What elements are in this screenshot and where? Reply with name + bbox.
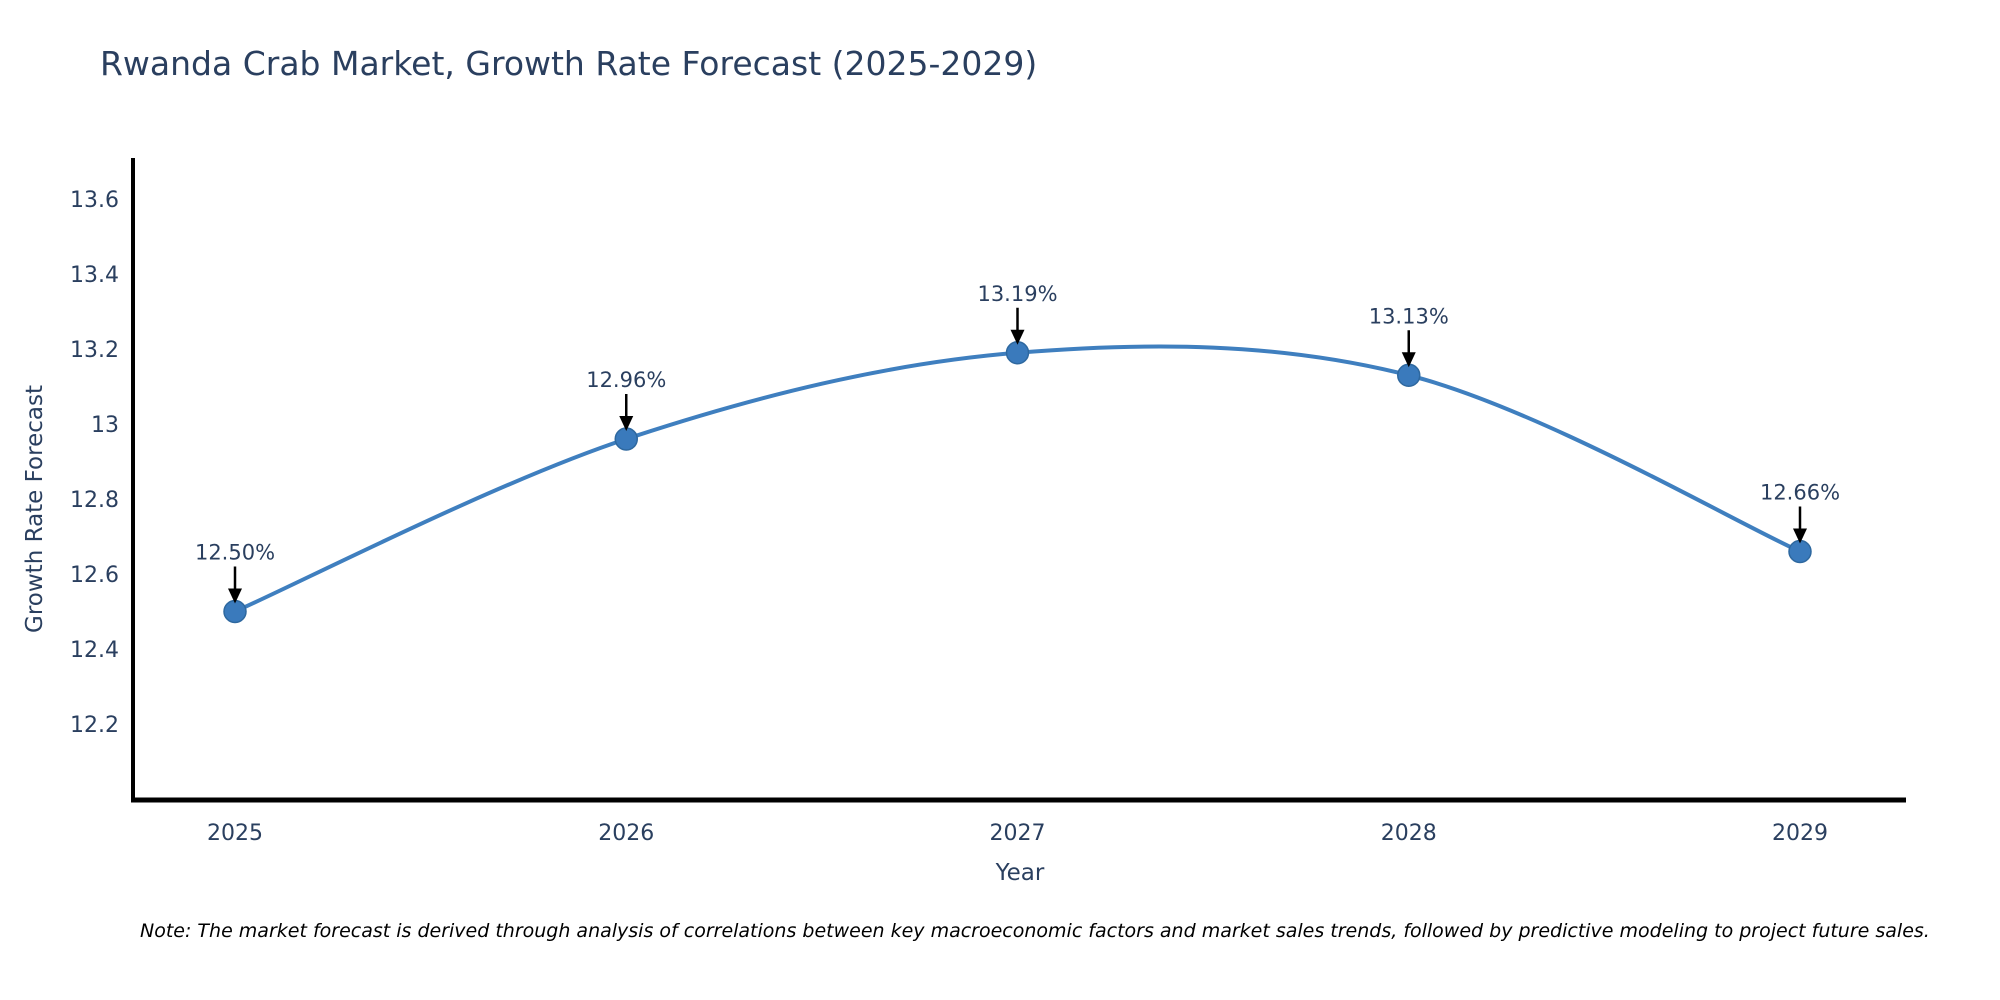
annotation-label: 13.13% — [1369, 304, 1449, 328]
annotation-arrowhead — [1793, 528, 1807, 544]
x-tick-label: 2026 — [598, 821, 654, 846]
y-tick-label: 12.6 — [70, 563, 119, 588]
x-tick-label: 2025 — [207, 821, 263, 846]
annotation-arrowhead — [619, 416, 634, 431]
y-tick-label: 12.2 — [70, 713, 119, 738]
annotation-arrowhead — [228, 588, 242, 604]
chart-title: Rwanda Crab Market, Growth Rate Forecast… — [100, 44, 1038, 83]
forecast-line — [233, 344, 1802, 614]
y-tick-label: 12.4 — [70, 638, 119, 663]
annotation-label: 12.66% — [1760, 481, 1840, 505]
x-tick-label: 2028 — [1381, 821, 1437, 846]
data-point-marker — [1005, 341, 1030, 365]
annotation-label: 12.96% — [586, 368, 666, 392]
annotation-label: 13.19% — [977, 282, 1057, 306]
annotation-arrowhead — [1401, 352, 1416, 368]
x-tick-label: 2029 — [1772, 821, 1828, 846]
x-tick-label: 2027 — [990, 821, 1046, 846]
data-point-marker — [1397, 363, 1421, 387]
annotation-label: 12.50% — [195, 541, 275, 565]
data-point-marker — [1788, 539, 1812, 564]
annotation-arrowhead — [1010, 329, 1025, 345]
y-tick-label: 12.8 — [70, 488, 119, 513]
y-tick-label: 13 — [91, 413, 119, 438]
y-tick-label: 13.6 — [70, 188, 119, 213]
data-point-marker — [223, 599, 247, 624]
footnote: Note: The market forecast is derived thr… — [140, 920, 1930, 942]
data-point-marker — [614, 427, 638, 451]
y-tick-label: 13.4 — [70, 263, 119, 288]
x-axis-title: Year — [995, 860, 1045, 886]
y-tick-label: 13.2 — [70, 338, 119, 363]
